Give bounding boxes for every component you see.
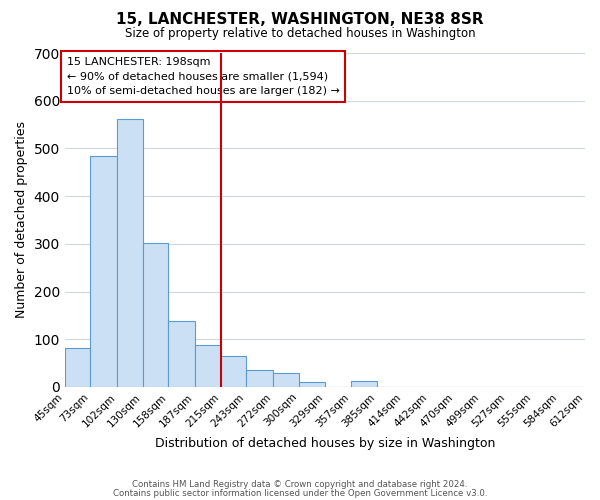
Y-axis label: Number of detached properties: Number of detached properties	[15, 122, 28, 318]
Bar	[351, 381, 377, 387]
Text: Size of property relative to detached houses in Washington: Size of property relative to detached ho…	[125, 28, 475, 40]
Bar	[169, 321, 195, 387]
Text: Contains HM Land Registry data © Crown copyright and database right 2024.: Contains HM Land Registry data © Crown c…	[132, 480, 468, 489]
Bar	[117, 119, 143, 387]
Bar	[299, 382, 325, 387]
Bar	[221, 356, 247, 387]
Bar	[143, 243, 169, 387]
Bar	[247, 370, 273, 387]
Bar	[91, 156, 117, 387]
Text: 15 LANCHESTER: 198sqm
← 90% of detached houses are smaller (1,594)
10% of semi-d: 15 LANCHESTER: 198sqm ← 90% of detached …	[67, 57, 340, 96]
X-axis label: Distribution of detached houses by size in Washington: Distribution of detached houses by size …	[155, 437, 495, 450]
Bar	[195, 345, 221, 387]
Text: Contains public sector information licensed under the Open Government Licence v3: Contains public sector information licen…	[113, 488, 487, 498]
Bar	[273, 372, 299, 387]
Text: 15, LANCHESTER, WASHINGTON, NE38 8SR: 15, LANCHESTER, WASHINGTON, NE38 8SR	[116, 12, 484, 28]
Bar	[65, 348, 91, 387]
